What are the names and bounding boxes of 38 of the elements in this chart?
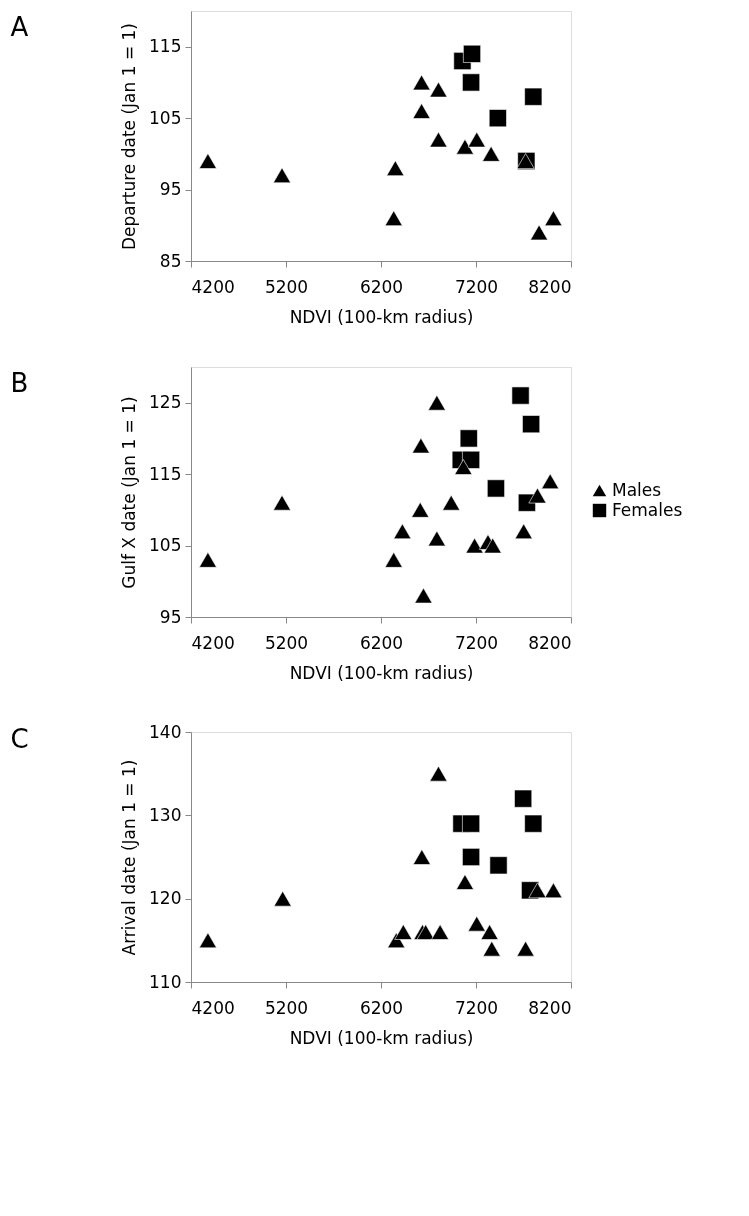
x-tick-label: 6200 bbox=[359, 632, 404, 653]
x-tick-label: 8200 bbox=[528, 276, 572, 297]
legend-label: Males bbox=[612, 479, 662, 500]
y-tick-label: 95 bbox=[159, 606, 182, 627]
x-tick-label: 8200 bbox=[528, 632, 572, 653]
y-tick-label: 125 bbox=[149, 392, 182, 413]
legend-label: Females bbox=[612, 499, 683, 520]
y-tick-label: 130 bbox=[149, 804, 182, 825]
x-axis-title: NDVI (100-km radius) bbox=[289, 306, 474, 327]
y-tick-label: 120 bbox=[149, 888, 182, 909]
chart-title: A bbox=[10, 12, 29, 42]
x-tick-label: 5200 bbox=[264, 997, 309, 1018]
x-tick-label: 8200 bbox=[528, 997, 572, 1018]
x-tick-label: 5200 bbox=[264, 276, 309, 297]
x-tick-label: 4200 bbox=[191, 997, 235, 1018]
chart-title: C bbox=[10, 724, 29, 754]
y-axis-title: Departure date (Jan 1 = 1) bbox=[119, 23, 140, 250]
y-tick-label: 105 bbox=[149, 107, 182, 128]
y-axis-title: Arrival date (Jan 1 = 1) bbox=[119, 759, 140, 956]
y-tick-label: 115 bbox=[149, 463, 182, 484]
x-tick-label: 7200 bbox=[454, 276, 499, 297]
x-tick-label: 7200 bbox=[454, 632, 499, 653]
x-tick-label: 4200 bbox=[191, 276, 235, 297]
y-tick-label: 140 bbox=[149, 721, 182, 742]
x-tick-label: 6200 bbox=[359, 276, 404, 297]
y-tick-label: 115 bbox=[149, 36, 182, 57]
y-tick-label: 95 bbox=[159, 179, 182, 200]
y-tick-label: 110 bbox=[149, 971, 182, 992]
x-tick-label: 5200 bbox=[264, 632, 309, 653]
y-tick-label: 105 bbox=[149, 535, 182, 556]
x-tick-label: 7200 bbox=[454, 997, 499, 1018]
y-axis-title: Gulf X date (Jan 1 = 1) bbox=[119, 396, 140, 589]
x-tick-label: 6200 bbox=[359, 997, 404, 1018]
y-tick-label: 85 bbox=[159, 250, 182, 271]
chart-title: B bbox=[10, 368, 29, 398]
x-axis-title: NDVI (100-km radius) bbox=[289, 662, 474, 683]
x-tick-label: 4200 bbox=[191, 632, 235, 653]
x-axis-title: NDVI (100-km radius) bbox=[289, 1027, 474, 1048]
